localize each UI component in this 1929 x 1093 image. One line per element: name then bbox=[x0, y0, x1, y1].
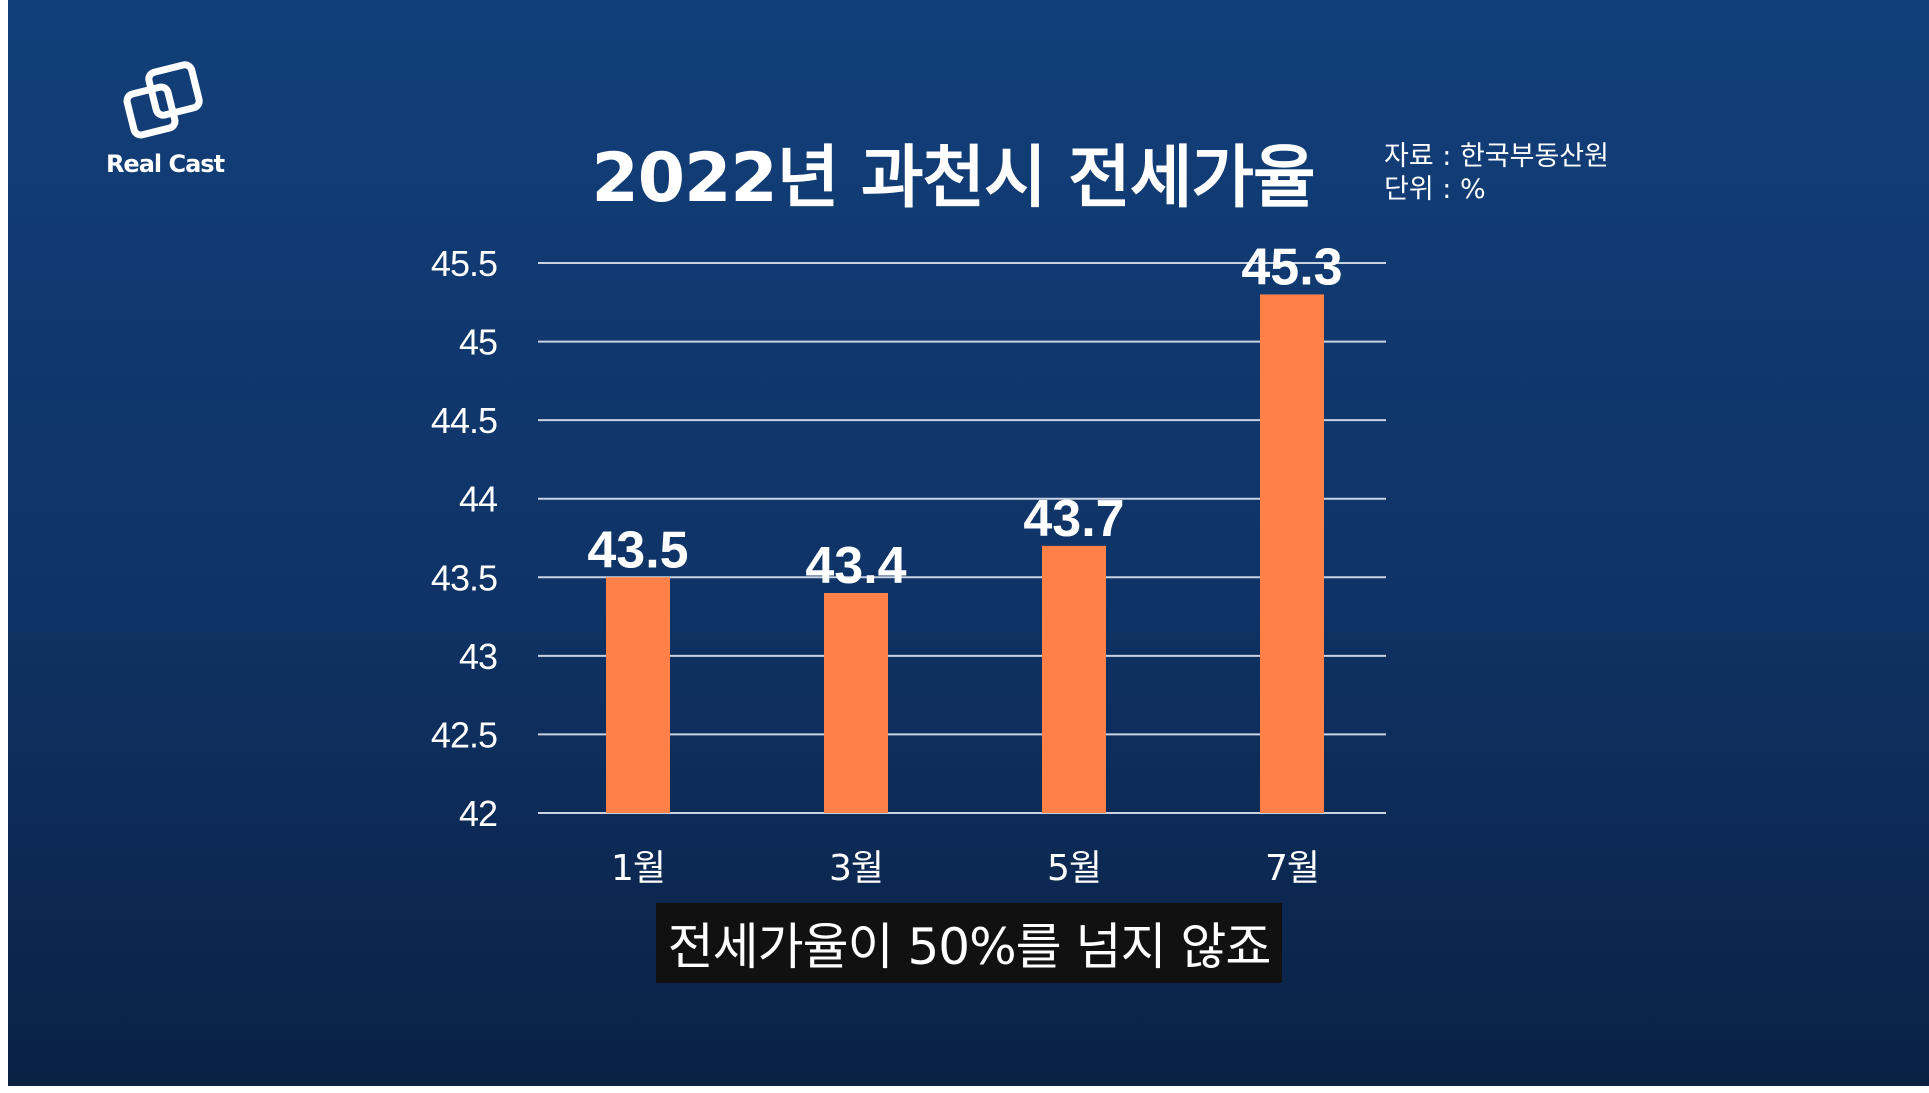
realcast-logo: Real Cast bbox=[100, 52, 230, 182]
y-axis-ticks: 42 42.5 43 43.5 44 44.5 45 45.5 bbox=[431, 243, 498, 834]
caption-box: 전세가율이 50%를 넘지 않죠 bbox=[656, 903, 1282, 983]
bar bbox=[606, 577, 670, 813]
grid-lines bbox=[538, 262, 1386, 814]
y-tick-label: 43 bbox=[459, 636, 497, 677]
chart-frame: Real Cast 2022년 과천시 전세가율 자료 : 한국부동산원 단위 … bbox=[8, 0, 1929, 1086]
bar bbox=[1042, 545, 1106, 813]
x-tick-label: 3월 bbox=[829, 848, 883, 889]
x-tick-label: 1월 bbox=[611, 848, 665, 889]
unit-label: 단위 : % bbox=[1384, 174, 1486, 205]
y-tick-label: 45 bbox=[459, 322, 497, 363]
y-tick-label: 44 bbox=[459, 479, 497, 520]
bar bbox=[824, 593, 888, 813]
data-label: 43.7 bbox=[1023, 490, 1124, 548]
x-axis-ticks: 1월 3월 5월 7월 bbox=[611, 848, 1320, 889]
y-tick-label: 42.5 bbox=[431, 714, 497, 755]
bar bbox=[1260, 294, 1324, 813]
caption-text: 전세가율이 50%를 넘지 않죠 bbox=[667, 918, 1272, 976]
chart-title: 2022년 과천시 전세가율 bbox=[591, 139, 1315, 218]
data-labels: 43.5 43.4 43.7 45.3 bbox=[587, 238, 1342, 595]
x-tick-label: 5월 bbox=[1047, 848, 1101, 889]
y-tick-label: 42 bbox=[459, 793, 497, 834]
y-tick-label: 45.5 bbox=[431, 243, 497, 284]
data-label: 45.3 bbox=[1241, 238, 1342, 296]
x-tick-label: 7월 bbox=[1265, 848, 1319, 889]
logo-squares-icon bbox=[123, 61, 203, 139]
bar-chart: 42 42.5 43 43.5 44 44.5 45 45.5 43.5 43.4 43.7 45.… bbox=[431, 238, 1386, 889]
bars bbox=[606, 294, 1324, 813]
y-tick-label: 43.5 bbox=[431, 557, 497, 598]
data-label: 43.4 bbox=[805, 537, 906, 595]
source-label: 자료 : 한국부동산원 bbox=[1384, 141, 1609, 172]
y-tick-label: 44.5 bbox=[431, 400, 497, 441]
chart-meta: 자료 : 한국부동산원 단위 : % bbox=[1384, 140, 1609, 206]
data-label: 43.5 bbox=[587, 521, 688, 579]
logo-text: Real Cast bbox=[105, 150, 225, 178]
